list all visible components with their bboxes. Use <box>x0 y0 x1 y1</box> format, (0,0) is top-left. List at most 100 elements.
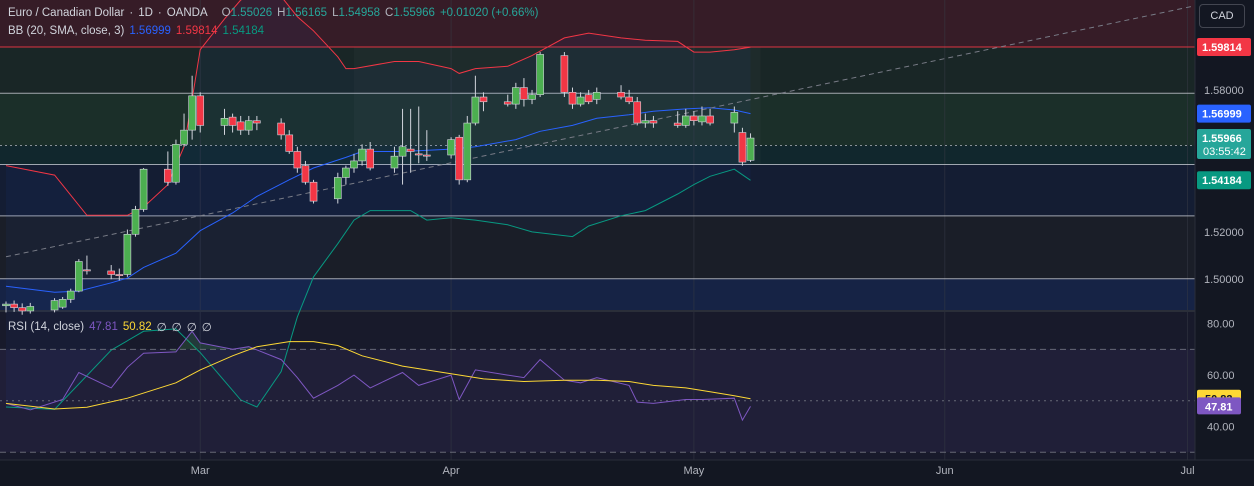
candle[interactable] <box>164 151 172 186</box>
candle[interactable] <box>83 255 91 275</box>
bb-legend[interactable]: BB (20, SMA, close, 3) 1.56999 1.59814 1… <box>8 25 264 37</box>
candle[interactable] <box>236 115 245 135</box>
candle-body <box>172 144 180 183</box>
candle[interactable] <box>196 92 205 133</box>
candle[interactable] <box>220 108 229 135</box>
candle[interactable] <box>584 89 593 105</box>
candle[interactable] <box>633 97 642 126</box>
candle[interactable] <box>471 75 480 126</box>
rsi-tick-label: 40.00 <box>1207 422 1235 434</box>
candle[interactable] <box>18 303 26 315</box>
price-axis[interactable]: 1.500001.520001.540001.560001.5800040.00… <box>1194 0 1254 486</box>
candle[interactable] <box>649 115 658 128</box>
candle-body <box>366 148 374 169</box>
candle[interactable] <box>180 113 188 147</box>
symbol-legend: Euro / Canadian Dollar · 1D · OANDA O1.5… <box>8 7 538 19</box>
rsi-legend[interactable]: RSI (14, close) 47.81 50.82 ∅ ∅ ∅ ∅ <box>8 320 212 334</box>
candle[interactable] <box>414 106 423 164</box>
candle[interactable] <box>277 118 285 140</box>
candle[interactable] <box>228 113 237 133</box>
candle[interactable] <box>123 229 132 277</box>
grid-layer <box>0 0 1254 460</box>
candle-body <box>641 120 650 124</box>
candle[interactable] <box>342 165 350 185</box>
candle[interactable] <box>706 108 714 126</box>
candle-body <box>673 122 682 126</box>
candle[interactable] <box>479 92 488 112</box>
candle-body <box>2 303 10 307</box>
candle[interactable] <box>592 87 601 105</box>
candle[interactable] <box>536 52 544 98</box>
candle[interactable] <box>568 87 577 109</box>
candle[interactable] <box>528 89 536 105</box>
candle-body <box>471 96 480 124</box>
candle-body <box>309 181 318 202</box>
candle[interactable] <box>730 106 739 133</box>
candle[interactable] <box>447 137 455 159</box>
candle[interactable] <box>390 146 399 173</box>
candle[interactable] <box>520 78 528 107</box>
candle[interactable] <box>455 134 463 185</box>
candle[interactable] <box>617 85 625 100</box>
candle[interactable] <box>625 89 633 105</box>
candle[interactable] <box>366 141 374 171</box>
candle[interactable] <box>423 130 431 161</box>
rsi-tick-label: 60.00 <box>1207 370 1235 382</box>
candle[interactable] <box>690 111 698 126</box>
candle-body <box>277 122 285 136</box>
price-tick-label: 1.50000 <box>1204 274 1244 286</box>
candle[interactable] <box>406 108 415 173</box>
candle[interactable] <box>698 106 706 126</box>
candle[interactable] <box>66 288 75 303</box>
candle[interactable] <box>463 115 472 183</box>
candle[interactable] <box>350 153 358 173</box>
candle-body <box>301 165 310 183</box>
candle[interactable] <box>334 172 342 204</box>
symbol-name[interactable]: Euro / Canadian Dollar <box>8 7 125 19</box>
candle[interactable] <box>107 265 116 280</box>
candle[interactable] <box>10 300 18 312</box>
currency-button[interactable]: CAD <box>1199 4 1245 28</box>
candle[interactable] <box>358 144 366 166</box>
ohlc-open: O1.55026 <box>221 7 273 19</box>
candle[interactable] <box>512 82 520 109</box>
rsi-label: RSI (14, close) <box>8 321 85 333</box>
candle[interactable] <box>58 296 67 309</box>
candle[interactable] <box>398 108 407 185</box>
price-label-tag <box>1197 37 1251 56</box>
candle[interactable] <box>253 115 261 131</box>
symbol-separator: · <box>129 7 134 19</box>
candle[interactable] <box>26 302 35 314</box>
rsi-ma-value: 50.82 <box>122 321 152 333</box>
candle-body <box>414 153 423 156</box>
candle[interactable] <box>738 127 747 166</box>
candle[interactable] <box>673 111 682 128</box>
candle[interactable] <box>50 298 59 313</box>
candle[interactable] <box>309 179 318 204</box>
candle[interactable] <box>301 160 310 185</box>
candle[interactable] <box>244 115 253 135</box>
candle[interactable] <box>131 205 140 237</box>
candle[interactable] <box>576 92 585 107</box>
bb-lower-value: 1.54184 <box>222 25 265 37</box>
candle[interactable] <box>172 139 180 185</box>
candle-body <box>528 94 536 100</box>
candle-body <box>568 91 577 105</box>
candle[interactable] <box>641 113 650 128</box>
candle[interactable] <box>115 268 124 281</box>
candle[interactable] <box>285 130 294 154</box>
candle[interactable] <box>503 94 512 107</box>
candle[interactable] <box>139 168 148 212</box>
candle-body <box>398 146 407 157</box>
candle[interactable] <box>75 259 83 293</box>
candle-body <box>253 120 261 124</box>
time-axis[interactable]: Mar Apr May Jun Jul <box>0 459 1254 486</box>
candle[interactable] <box>293 146 302 173</box>
candle[interactable] <box>560 52 569 98</box>
candle[interactable] <box>746 133 755 162</box>
candles[interactable] <box>2 52 755 315</box>
candle[interactable] <box>2 301 10 313</box>
candle[interactable] <box>188 75 196 140</box>
candle[interactable] <box>681 108 690 128</box>
